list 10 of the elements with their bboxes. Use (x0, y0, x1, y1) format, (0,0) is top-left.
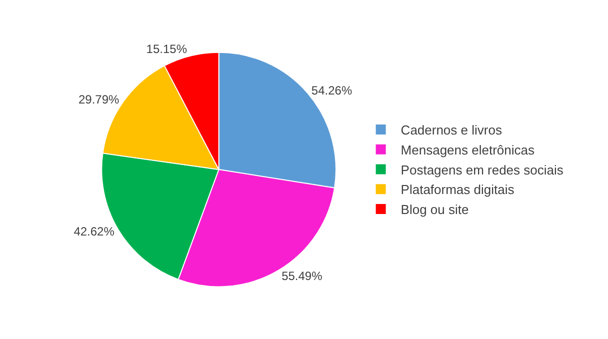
legend-label: Postagens em redes sociais (400, 162, 564, 178)
legend-label: Mensagens eletrônicas (400, 142, 535, 158)
data-label: 42.62% (74, 224, 115, 238)
data-label: 55.49% (282, 268, 323, 283)
data-label: 54.26% (311, 83, 352, 98)
legend-label: Blog ou site (400, 202, 469, 218)
data-label: 15.15% (146, 42, 188, 56)
legend-label: Plataformas digitais (400, 182, 515, 198)
legend-label: Cadernos e livros (400, 122, 502, 138)
data-label: 29.79% (78, 92, 120, 107)
